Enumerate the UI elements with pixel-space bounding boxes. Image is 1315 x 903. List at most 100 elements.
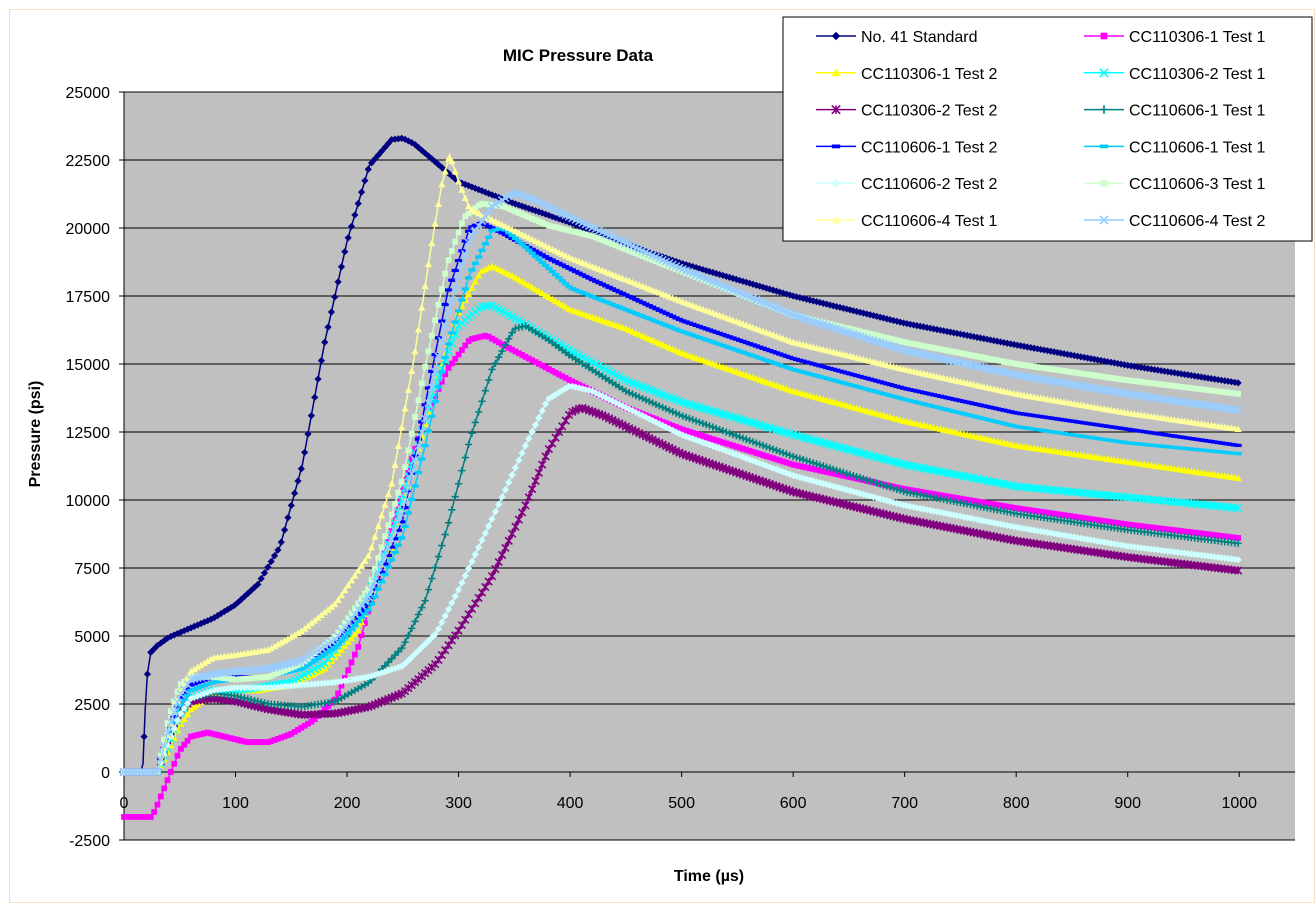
data-point (204, 729, 211, 736)
data-point (471, 418, 479, 427)
data-point (705, 422, 714, 430)
data-point (812, 298, 821, 306)
data-point (582, 274, 590, 279)
data-point (916, 504, 924, 513)
data-point (1128, 522, 1134, 528)
data-point (291, 729, 298, 735)
data-point (388, 511, 395, 518)
data-point (849, 471, 857, 480)
data-point (275, 670, 281, 677)
data-point (481, 242, 489, 246)
data-point (301, 625, 309, 632)
data-point (736, 276, 744, 284)
series-9 (120, 382, 1242, 776)
data-point (434, 161, 443, 169)
data-point (471, 184, 479, 192)
data-point (635, 410, 643, 418)
data-point (253, 665, 262, 674)
data-point (541, 263, 550, 268)
data-point (1228, 390, 1235, 396)
data-point (465, 338, 472, 344)
data-point (545, 211, 553, 219)
data-point (384, 490, 392, 498)
data-point (230, 667, 239, 676)
data-point (347, 627, 356, 631)
data-point (351, 605, 358, 612)
data-point (398, 478, 405, 485)
data-point (241, 738, 248, 745)
data-point (793, 462, 800, 469)
data-point (702, 266, 710, 275)
data-point (772, 446, 781, 454)
data-point (475, 543, 483, 551)
data-point (384, 658, 392, 666)
data-point (545, 256, 553, 261)
data-point (599, 237, 606, 244)
data-point (305, 655, 311, 662)
data-point (341, 248, 349, 256)
data-point (766, 454, 773, 461)
data-point (509, 346, 515, 353)
data-point (686, 271, 693, 278)
data-point (746, 456, 754, 464)
data-point (508, 471, 516, 479)
data-point (816, 461, 824, 469)
data-point (1051, 510, 1057, 517)
data-point (160, 637, 168, 645)
data-point (171, 698, 178, 705)
data-point (725, 448, 734, 456)
data-point (228, 676, 234, 682)
legend-item: CC110306-1 Test 1 (1084, 29, 1265, 46)
data-point (328, 636, 335, 643)
data-point (183, 674, 192, 681)
data-point (321, 652, 329, 656)
data-point (146, 767, 155, 777)
data-point (514, 515, 523, 524)
data-point (428, 414, 436, 418)
data-point (549, 223, 556, 230)
data-point (683, 427, 689, 434)
data-point (173, 698, 182, 707)
data-point (689, 416, 697, 424)
data-point (220, 607, 228, 616)
data-point (445, 365, 452, 371)
data-point (501, 233, 510, 237)
data-point (472, 205, 479, 211)
data-point (261, 674, 268, 681)
data-point (723, 440, 730, 447)
data-point (418, 603, 426, 612)
data-point (538, 407, 546, 415)
data-point (451, 493, 459, 501)
data-point (1194, 551, 1202, 559)
legend-marker (831, 144, 841, 149)
chart-title: MIC Pressure Data (503, 46, 654, 65)
data-point (973, 515, 981, 524)
data-point (171, 760, 178, 767)
data-point (1205, 531, 1211, 538)
data-point (438, 163, 446, 172)
data-point (616, 243, 623, 250)
data-point (461, 249, 470, 259)
data-point (475, 408, 483, 416)
data-point (398, 423, 406, 431)
data-point (944, 347, 950, 354)
legend-marker (1100, 32, 1108, 40)
data-point (475, 334, 482, 341)
data-point (1083, 489, 1092, 498)
data-point (980, 517, 988, 525)
data-point (234, 737, 241, 743)
data-point (1108, 519, 1114, 525)
data-point (1188, 385, 1195, 391)
data-point (806, 476, 814, 484)
data-point (1031, 507, 1037, 514)
data-point (452, 238, 459, 245)
data-point (947, 494, 954, 500)
data-point (622, 246, 629, 253)
data-point (208, 730, 214, 737)
data-point (1047, 366, 1054, 372)
data-point (163, 738, 172, 742)
data-point (331, 293, 339, 301)
data-point (740, 445, 746, 452)
data-point (418, 457, 426, 461)
data-point (1111, 519, 1118, 526)
